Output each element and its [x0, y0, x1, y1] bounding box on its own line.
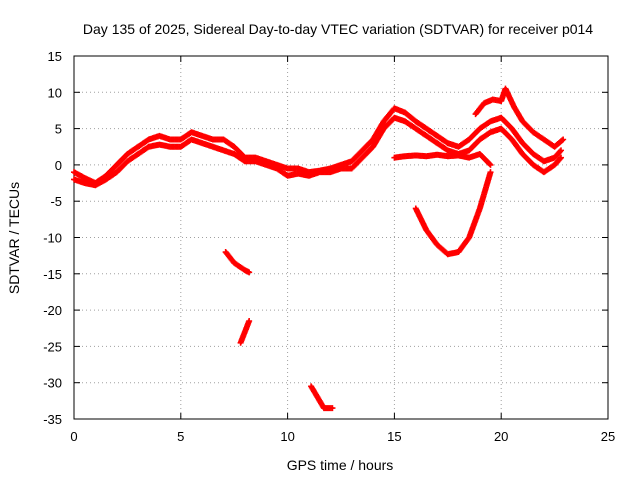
y-axis-title: SDTVAR / TECUs — [6, 182, 22, 294]
data-point — [557, 155, 564, 162]
series-arc-isolated-3 — [308, 383, 336, 412]
series-arc-isolated-1 — [222, 249, 253, 276]
y-tick-label: 5 — [55, 122, 62, 137]
data-series — [71, 85, 567, 412]
data-point — [487, 161, 494, 168]
series-arc-upper-late — [472, 85, 567, 150]
x-tick-label: 20 — [494, 429, 508, 444]
x-tick-label: 10 — [280, 429, 294, 444]
data-point — [329, 405, 336, 412]
tick-marks — [73, 55, 609, 420]
x-tick-labels: 0 5 10 15 20 25 — [70, 429, 615, 444]
chart-title: Day 135 of 2025, Sidereal Day-to-day VTE… — [83, 21, 593, 37]
y-tick-label: -5 — [50, 194, 62, 209]
y-tick-label: -15 — [43, 267, 62, 282]
y-tick-label: -20 — [43, 303, 62, 318]
y-tick-label: -30 — [43, 376, 62, 391]
y-tick-label: -25 — [43, 339, 62, 354]
x-tick-label: 0 — [70, 429, 77, 444]
grid-lines — [74, 56, 608, 419]
data-point — [560, 136, 567, 143]
x-tick-label: 25 — [601, 429, 615, 444]
data-point — [487, 169, 494, 176]
data-point — [246, 317, 253, 324]
series-arc-dip — [412, 169, 494, 258]
y-tick-label: -35 — [43, 412, 62, 427]
data-point — [486, 160, 493, 167]
x-axis-title: GPS time / hours — [287, 457, 394, 473]
data-point — [558, 147, 565, 154]
y-tick-labels: 15 10 5 0 -5 -10 -15 -20 -25 -30 -35 — [43, 49, 62, 427]
y-tick-label: -10 — [43, 231, 62, 246]
data-point — [558, 154, 565, 161]
y-tick-label: 0 — [55, 158, 62, 173]
data-point — [246, 269, 253, 276]
series-arc-main-b — [71, 114, 565, 189]
data-point — [557, 148, 564, 155]
data-point — [559, 137, 566, 144]
y-tick-label: 10 — [48, 85, 62, 100]
series-arc-isolated-2 — [237, 317, 253, 346]
x-tick-label: 5 — [177, 429, 184, 444]
series-arc-main-a — [71, 105, 565, 187]
x-tick-label: 15 — [387, 429, 401, 444]
series-arc-flat-mid — [391, 151, 494, 168]
y-tick-label: 15 — [48, 49, 62, 64]
